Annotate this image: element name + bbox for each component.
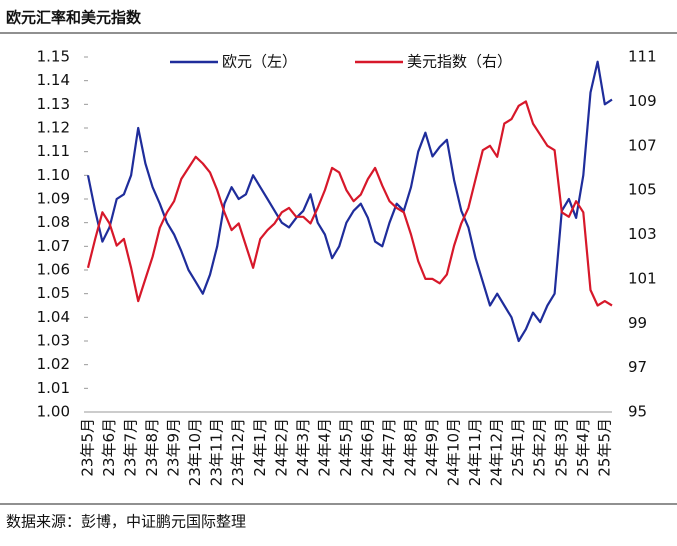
y2-tick-label: 101	[628, 269, 657, 287]
y-tick-label: 1.07	[37, 237, 70, 255]
legend-label: 美元指数（右）	[407, 53, 512, 71]
x-tick-label: 24年1月	[251, 418, 269, 477]
series-line	[86, 60, 613, 343]
x-tick-label: 24年11月	[466, 418, 484, 486]
x-tick-label: 24年3月	[294, 418, 312, 477]
x-tick-label: 23年7月	[122, 418, 140, 477]
y-tick-label: 1.09	[37, 190, 70, 208]
x-tick-label: 23年12月	[229, 418, 247, 486]
y-tick-label: 1.08	[37, 213, 70, 231]
x-tick-label: 25年4月	[574, 418, 592, 477]
x-tick-label: 24年6月	[358, 418, 376, 477]
y-tick-label: 1.06	[37, 261, 70, 279]
y-tick-label: 1.02	[37, 355, 70, 373]
y2-tick-label: 99	[628, 314, 647, 332]
chart-title: 欧元汇率和美元指数	[6, 9, 142, 27]
x-tick-label: 23年11月	[208, 418, 226, 486]
x-tick-label: 23年9月	[165, 418, 183, 477]
y-tick-label: 1.05	[37, 284, 70, 302]
x-tick-label: 24年7月	[380, 418, 398, 477]
x-tick-label: 24年9月	[423, 418, 441, 477]
y-tick-label: 1.14	[37, 71, 70, 89]
y-tick-label: 1.15	[37, 48, 70, 66]
x-tick-label: 24年5月	[337, 418, 355, 477]
series-line	[86, 100, 613, 307]
y-tick-label: 1.03	[37, 332, 70, 350]
x-tick-label: 24年10月	[445, 418, 463, 486]
y-tick-label: 1.10	[37, 166, 70, 184]
y-tick-label: 1.01	[37, 379, 70, 397]
x-tick-label: 23年10月	[186, 418, 204, 486]
x-tick-label: 24年8月	[402, 418, 420, 477]
y-tick-label: 1.00	[37, 403, 70, 421]
x-tick-label: 24年2月	[272, 418, 290, 477]
y2-tick-label: 107	[628, 136, 657, 154]
y-tick-label: 1.11	[37, 142, 70, 160]
y2-tick-label: 109	[628, 92, 657, 110]
y2-tick-label: 97	[628, 358, 647, 376]
y-tick-label: 1.13	[37, 95, 70, 113]
x-tick-label: 23年5月	[79, 418, 97, 477]
x-tick-label: 25年1月	[509, 418, 527, 477]
x-tick-label: 25年5月	[595, 418, 613, 477]
legend-label: 欧元（左）	[222, 53, 297, 71]
x-tick-label: 25年2月	[531, 418, 549, 477]
source-note: 数据来源：彭博，中证鹏元国际整理	[6, 513, 246, 531]
y-tick-label: 1.04	[37, 308, 70, 326]
y2-tick-label: 111	[628, 48, 657, 66]
y-tick-label: 1.12	[37, 119, 70, 137]
y2-tick-label: 105	[628, 181, 657, 199]
y2-tick-label: 103	[628, 225, 657, 243]
x-tick-label: 24年4月	[315, 418, 333, 477]
x-tick-label: 23年8月	[143, 418, 161, 477]
y2-tick-label: 95	[628, 403, 647, 421]
x-tick-label: 24年12月	[488, 418, 506, 486]
x-tick-label: 23年6月	[100, 418, 118, 477]
x-tick-label: 25年3月	[552, 418, 570, 477]
